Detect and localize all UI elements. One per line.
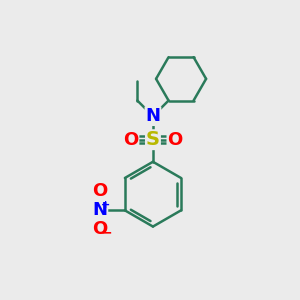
Text: O: O [92,182,107,200]
Text: −: − [100,225,112,239]
Text: O: O [123,131,139,149]
Text: S: S [146,130,160,149]
Text: N: N [146,107,160,125]
Text: O: O [92,220,107,238]
Text: +: + [100,200,110,210]
Text: N: N [92,201,107,219]
Text: O: O [167,131,183,149]
